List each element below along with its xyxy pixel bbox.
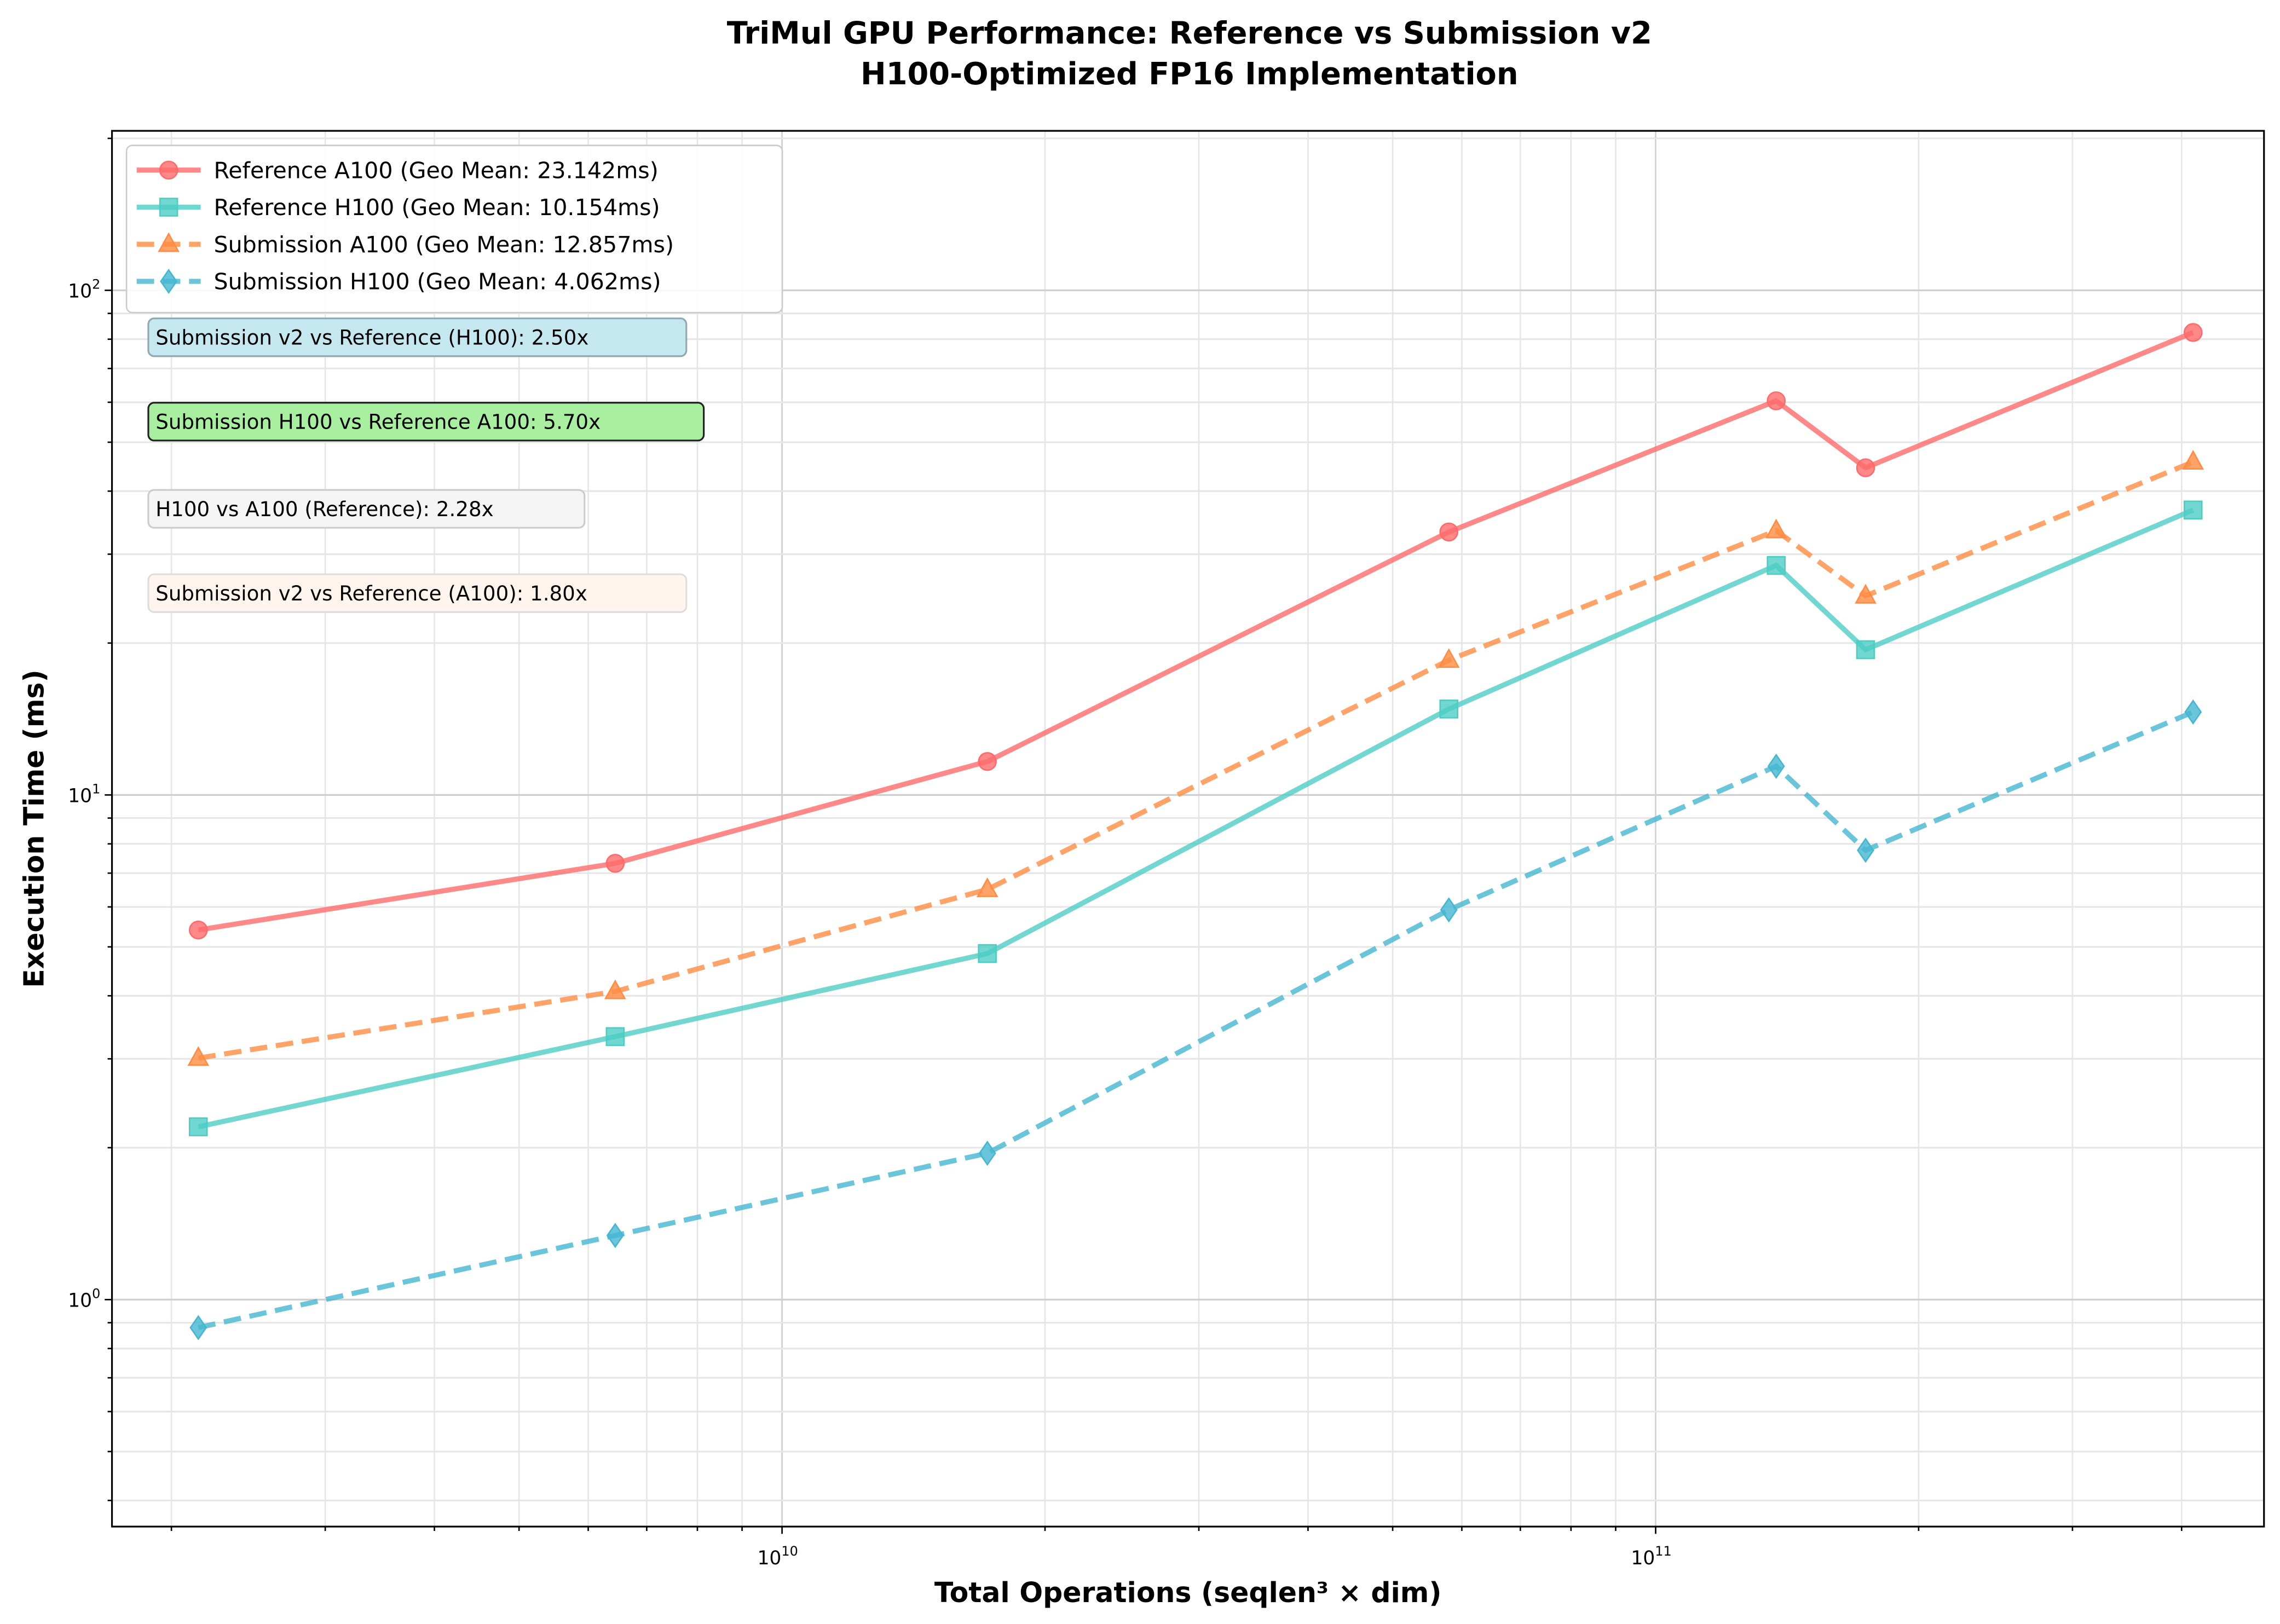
legend-label: Reference H100 (Geo Mean: 10.154ms)	[213, 194, 660, 221]
square-marker	[978, 944, 997, 963]
diamond-marker	[1440, 897, 1458, 923]
series-2	[187, 450, 2204, 1066]
circle-marker	[2184, 323, 2203, 342]
triangle-marker	[1438, 648, 1460, 668]
circle-marker	[189, 920, 208, 940]
series-0	[189, 323, 2203, 940]
diamond-marker	[606, 1223, 624, 1249]
x-tick-base: 10	[757, 1547, 781, 1569]
x-tick-label: 1010	[757, 1544, 798, 1569]
legend-box	[125, 145, 783, 314]
annotation-box	[147, 489, 586, 529]
series-1	[189, 500, 2203, 1136]
annotation-box	[147, 573, 688, 613]
x-tick-exp: 11	[1655, 1544, 1671, 1559]
x-tick-label: 1011	[1631, 1544, 1671, 1569]
y-tick-label: 100	[68, 1286, 100, 1312]
annotation-text: Submission H100 vs Reference A100: 5.70x	[155, 410, 601, 434]
legend-item: Submission A100 (Geo Mean: 12.857ms)	[136, 232, 674, 258]
legend-item: Reference A100 (Geo Mean: 23.142ms)	[136, 157, 659, 183]
diamond-marker	[160, 268, 178, 294]
x-axis-label: Total Operations (seqlen³ × dim)	[934, 1576, 1442, 1609]
annotation-text: Submission v2 vs Reference (A100): 1.80x	[155, 581, 587, 605]
triangle-marker	[1765, 518, 1787, 539]
square-marker	[1856, 640, 1875, 660]
plot-frame	[111, 130, 2265, 1528]
circle-marker	[1439, 522, 1458, 542]
triangle-marker	[1855, 583, 1877, 604]
square-marker	[159, 198, 178, 217]
triangle-marker	[2182, 450, 2204, 470]
diamond-marker	[1856, 837, 1874, 863]
circle-marker	[1856, 458, 1875, 477]
legend-label: Reference A100 (Geo Mean: 23.142ms)	[213, 157, 658, 183]
diamond-marker	[1767, 753, 1785, 779]
triangle-marker	[604, 979, 626, 999]
annotation-box	[147, 317, 688, 357]
y-tick-base: 10	[68, 1290, 92, 1312]
y-tick-label: 102	[68, 277, 100, 303]
y-axis-label: Execution Time (ms)	[18, 669, 50, 987]
chart-title: TriMul GPU Performance: Reference vs Sub…	[727, 16, 1652, 51]
y-tick-label: 101	[68, 782, 100, 807]
x-tick-exp: 10	[781, 1544, 798, 1559]
triangle-marker	[187, 1046, 210, 1066]
annotation-text: Submission v2 vs Reference (H100): 2.50x	[155, 326, 588, 350]
x-tick-base: 10	[1631, 1547, 1655, 1569]
square-marker	[605, 1027, 625, 1047]
legend-item: Reference H100 (Geo Mean: 10.154ms)	[136, 194, 660, 221]
square-marker	[1767, 556, 1786, 575]
circle-marker	[605, 854, 625, 873]
diamond-marker	[189, 1315, 207, 1340]
legend-label: Submission H100 (Geo Mean: 4.062ms)	[213, 269, 661, 295]
circle-marker	[1767, 391, 1786, 411]
chart-subtitle: H100-Optimized FP16 Implementation	[861, 56, 1519, 92]
triangle-marker	[976, 877, 998, 897]
series-3	[189, 699, 2202, 1340]
annotation-box	[147, 402, 705, 442]
series-layer	[187, 323, 2204, 1340]
square-marker	[1439, 700, 1458, 719]
square-marker	[189, 1117, 208, 1136]
legend-label: Submission A100 (Geo Mean: 12.857ms)	[213, 232, 674, 258]
y-tick-exp: 1	[92, 782, 100, 797]
legend-item: Submission H100 (Geo Mean: 4.062ms)	[136, 268, 661, 295]
triangle-marker	[158, 232, 180, 252]
square-marker	[2184, 500, 2203, 520]
circle-marker	[978, 752, 997, 771]
grid	[112, 131, 2264, 1527]
circle-marker	[159, 160, 178, 180]
diamond-marker	[2184, 699, 2202, 725]
y-tick-base: 10	[68, 785, 92, 807]
annotation-text: H100 vs A100 (Reference): 2.28x	[155, 497, 493, 521]
y-tick-base: 10	[68, 281, 92, 303]
y-tick-exp: 0	[92, 1286, 100, 1302]
annotations: H100 vs A100 (Reference): 2.28x Submissio…	[147, 317, 705, 613]
diamond-marker	[978, 1140, 996, 1166]
legend: Reference A100 (Geo Mean: 23.142ms) Refer…	[125, 145, 783, 314]
y-tick-exp: 2	[92, 277, 100, 292]
